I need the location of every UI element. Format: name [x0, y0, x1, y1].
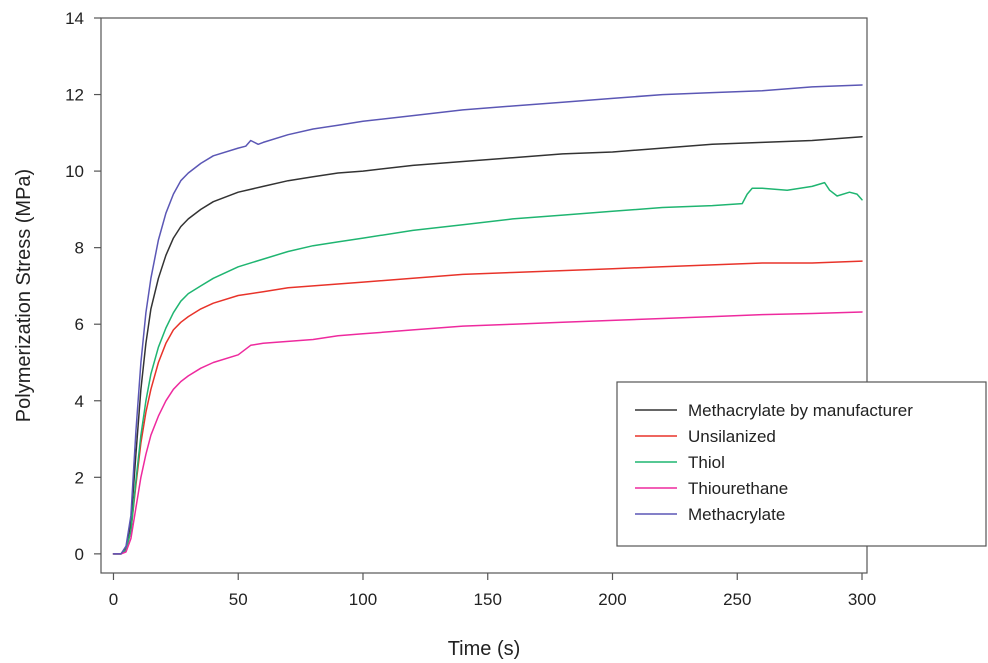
x-tick-label: 300	[848, 590, 876, 609]
series-line-1	[112, 135, 863, 555]
y-tick-label: 4	[75, 392, 84, 411]
x-axis-title: Time (s)	[448, 638, 521, 660]
y-tick-label: 10	[65, 162, 84, 181]
x-tick-label: 50	[229, 590, 248, 609]
y-tick-label: 8	[75, 239, 84, 258]
legend-label: Thiol	[688, 453, 725, 472]
y-tick-label: 12	[65, 86, 84, 105]
legend-label: Unsilanized	[688, 427, 776, 446]
y-tick-label: 2	[75, 468, 84, 487]
legend-label: Thiourethane	[688, 479, 788, 498]
series-line-5	[112, 84, 863, 555]
y-tick-label: 6	[75, 315, 84, 334]
legend-box	[616, 381, 987, 547]
x-axis: 0 50 100 150 200 250 300	[109, 573, 876, 609]
series-layer	[112, 84, 863, 555]
x-tick-label: 0	[109, 590, 118, 609]
series-line-4	[112, 311, 863, 555]
series-line-3	[112, 181, 863, 555]
y-tick-label: 0	[75, 545, 84, 564]
x-tick-label: 150	[474, 590, 502, 609]
plot-frame	[100, 17, 868, 574]
y-tick-label: 14	[65, 9, 84, 28]
x-tick-label: 100	[349, 590, 377, 609]
legend: Methacrylate by manufacturer Unsilanized T…	[616, 381, 987, 547]
legend-label: Methacrylate	[688, 505, 785, 524]
x-tick-label: 250	[723, 590, 751, 609]
legend-label: Methacrylate by manufacturer	[688, 401, 913, 420]
series-line-2	[112, 260, 863, 555]
y-axis: 0 2 4 6 8 10 12 14	[65, 9, 101, 564]
y-axis-title: Polymerization Stress (MPa)	[13, 169, 35, 422]
x-tick-label: 200	[598, 590, 626, 609]
